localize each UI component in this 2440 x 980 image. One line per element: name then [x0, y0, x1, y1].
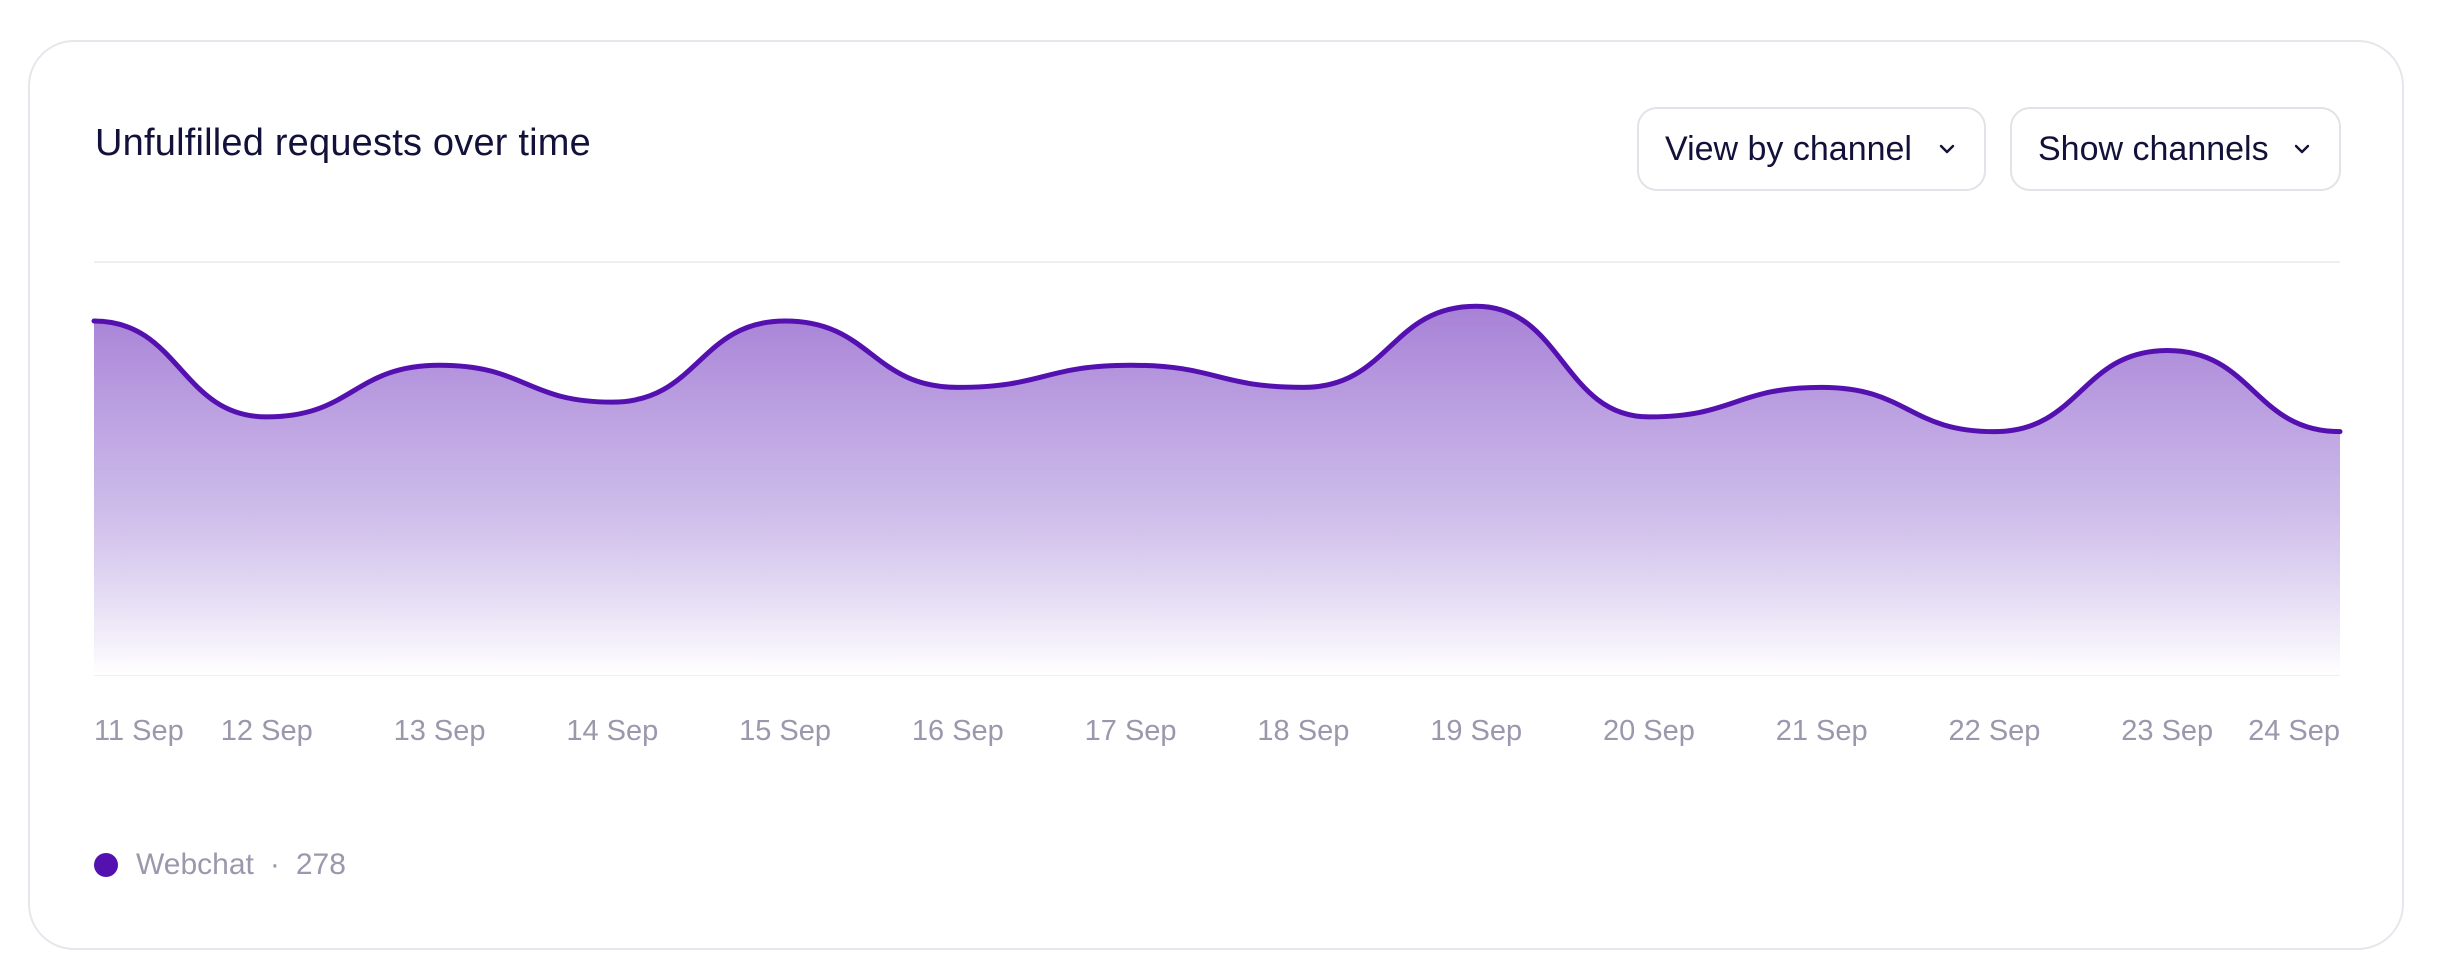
x-tick-label: 19 Sep: [1430, 715, 1522, 747]
x-tick-label: 18 Sep: [1257, 715, 1349, 747]
chevron-down-icon: [2289, 136, 2315, 162]
x-tick-label: 23 Sep: [2121, 715, 2213, 747]
legend: Webchat · 278: [94, 848, 346, 882]
x-tick-label: 12 Sep: [221, 715, 313, 747]
series-area-webchat: [94, 306, 2340, 675]
x-tick-label: 24 Sep: [2248, 715, 2340, 747]
x-tick-label: 16 Sep: [912, 715, 1004, 747]
legend-series-name: Webchat: [136, 848, 254, 881]
x-tick-label: 11 Sep: [94, 715, 184, 747]
legend-total: 278: [295, 848, 346, 881]
legend-separator: ·: [269, 848, 280, 881]
view-by-channel-label: View by channel: [1665, 129, 1912, 168]
x-tick-label: 15 Sep: [739, 715, 831, 747]
chevron-down-icon: [1934, 136, 1960, 162]
legend-swatch: [94, 853, 118, 877]
show-channels-label: Show channels: [2038, 129, 2269, 168]
view-by-channel-dropdown[interactable]: View by channel: [1637, 107, 1986, 191]
x-tick-label: 20 Sep: [1603, 715, 1695, 747]
x-tick-label: 17 Sep: [1085, 715, 1177, 747]
x-tick-label: 13 Sep: [394, 715, 486, 747]
x-tick-label: 14 Sep: [566, 715, 658, 747]
series-line-webchat: [91, 303, 2343, 435]
chart-title: Unfulfilled requests over time: [95, 122, 591, 164]
x-axis-ticks: 11 Sep 12 Sep 13 Sep 14 Sep 15 Sep 16 Sep 17 S…: [94, 715, 2340, 747]
x-tick-label: 22 Sep: [1949, 715, 2041, 747]
show-channels-dropdown[interactable]: Show channels: [2010, 107, 2341, 191]
x-tick-label: 21 Sep: [1776, 715, 1868, 747]
